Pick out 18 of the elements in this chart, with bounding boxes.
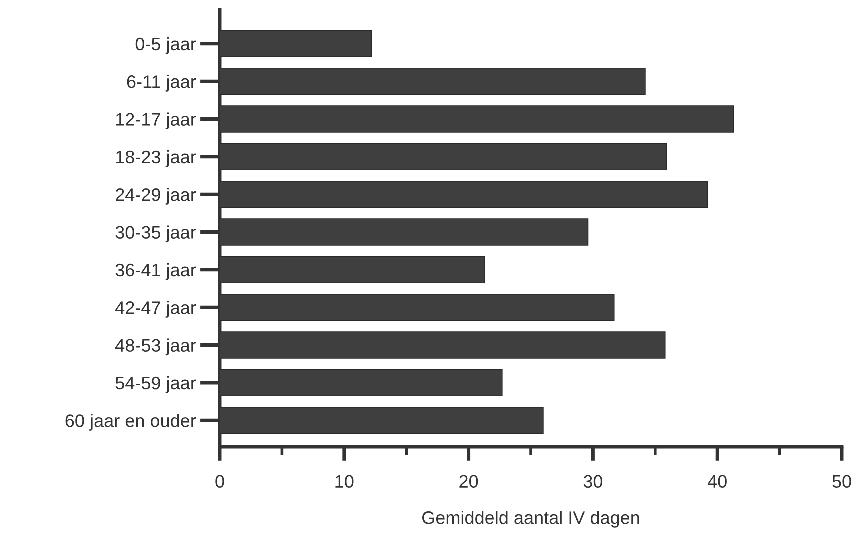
y-tick-label: 18-23 jaar [116,150,196,168]
x-tick-label: 10 [336,475,354,488]
y-tick-label: 48-53 jaar [116,338,196,356]
x-tick-label: 0 [216,475,224,488]
x-tick-label: 40 [708,475,727,488]
y-tick-label: 42-47 jaar [116,301,196,318]
y-tick-label: 12-17 jaar [116,112,196,130]
x-tick-label: 20 [460,475,478,488]
y-tick-label: 36-41 jaar [116,263,196,280]
y-tick-label: 60 jaar en ouder [66,414,196,431]
y-tick-label: 0-5 jaar [136,37,196,54]
y-tick-label: 54-59 jaar [116,376,196,394]
x-tick-label: 50 [832,475,852,488]
x-axis-title: Gemiddeld aantal IV dagen [422,511,640,528]
y-tick-label: 6-11 jaar [127,75,196,92]
x-tick-label: 30 [584,475,603,488]
y-tick-label: 30-35 jaar [116,226,196,243]
y-tick-label: 24-29 jaar [116,188,196,205]
